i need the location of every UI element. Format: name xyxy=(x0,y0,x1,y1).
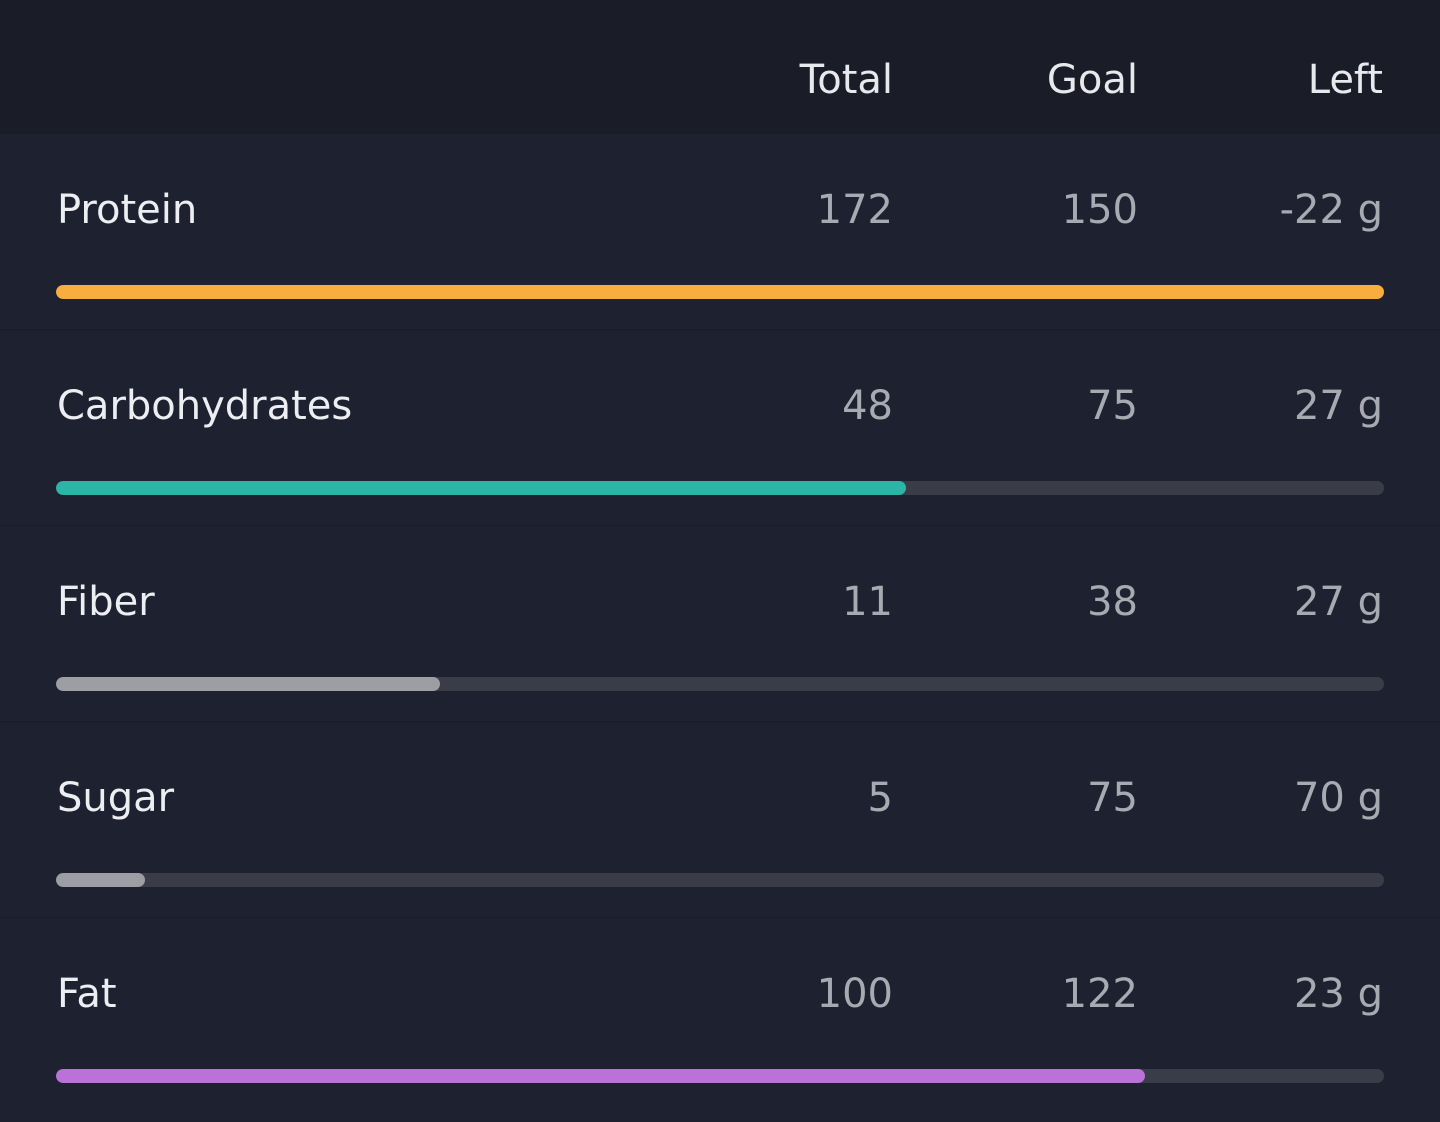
nutrient-row: Sugar 5 75 70 g xyxy=(0,721,1440,917)
progress-track xyxy=(56,677,1384,691)
nutrient-left: -22 g xyxy=(1279,187,1383,233)
nutrient-name: Fiber xyxy=(57,579,155,625)
column-header: Left xyxy=(1307,57,1383,103)
nutrient-total: 100 xyxy=(816,971,893,1017)
nutrient-name: Carbohydrates xyxy=(57,383,353,429)
progress-fill xyxy=(56,677,441,691)
nutrient-left: 23 g xyxy=(1293,971,1383,1017)
nutrient-goal: 38 xyxy=(1087,579,1138,625)
table-header: Total Goal Left xyxy=(0,0,1440,133)
nutrient-row: Carbohydrates 48 75 27 g xyxy=(0,329,1440,525)
nutrient-name: Protein xyxy=(57,187,198,233)
progress-track xyxy=(56,1069,1384,1083)
nutrient-goal: 75 xyxy=(1087,775,1138,821)
nutrient-name: Fat xyxy=(57,971,117,1017)
column-header: Goal xyxy=(1046,57,1138,103)
nutrient-left: 27 g xyxy=(1293,579,1383,625)
progress-track xyxy=(56,873,1384,887)
progress-track xyxy=(56,481,1384,495)
column-header: Total xyxy=(799,57,893,103)
nutrient-total: 5 xyxy=(867,775,893,821)
nutrient-left: 70 g xyxy=(1293,775,1383,821)
nutrient-total: 172 xyxy=(816,187,893,233)
nutrient-row: Fiber 11 38 27 g xyxy=(0,525,1440,721)
nutrient-total: 11 xyxy=(842,579,893,625)
nutrient-goal: 122 xyxy=(1061,971,1138,1017)
progress-fill xyxy=(56,873,145,887)
nutrient-name: Sugar xyxy=(57,775,175,821)
nutrient-row: Protein 172 150 -22 g xyxy=(0,133,1440,329)
progress-track xyxy=(56,285,1384,299)
progress-fill xyxy=(56,1069,1145,1083)
nutrient-goal: 75 xyxy=(1087,383,1138,429)
progress-fill xyxy=(56,285,1384,299)
nutrient-total: 48 xyxy=(842,383,893,429)
nutrient-left: 27 g xyxy=(1293,383,1383,429)
nutrient-goal: 150 xyxy=(1061,187,1138,233)
nutrient-row: Fat 100 122 23 g xyxy=(0,917,1440,1113)
progress-fill xyxy=(56,481,906,495)
